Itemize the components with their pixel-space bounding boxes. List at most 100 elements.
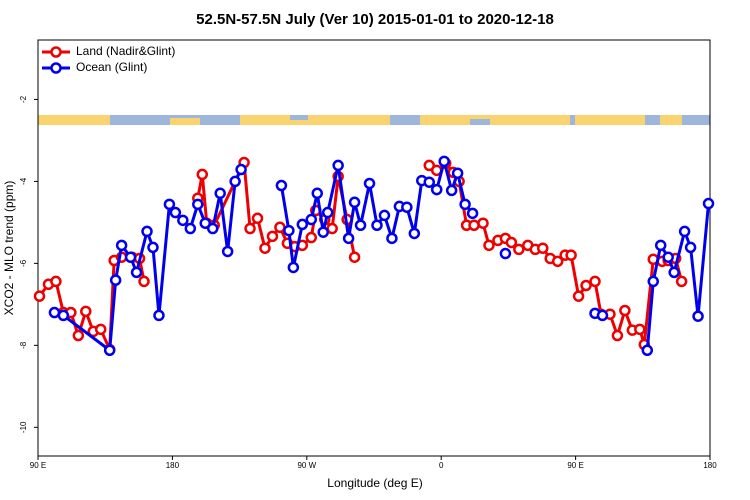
data-point bbox=[196, 168, 209, 181]
data-point bbox=[654, 239, 667, 252]
y-tick-label: -4 bbox=[19, 177, 28, 185]
data-point bbox=[445, 184, 458, 197]
data-point bbox=[94, 323, 107, 336]
data-point bbox=[536, 242, 549, 254]
data-point bbox=[321, 206, 334, 219]
data-point bbox=[596, 309, 609, 322]
data-point bbox=[169, 206, 182, 219]
data-point bbox=[641, 344, 654, 357]
x-axis-label: Longitude (deg E) bbox=[327, 476, 422, 490]
data-point bbox=[675, 275, 688, 288]
data-point bbox=[565, 249, 577, 261]
data-point bbox=[287, 261, 300, 274]
data-point bbox=[80, 305, 92, 318]
plot-frame bbox=[37, 39, 711, 457]
data-point bbox=[311, 187, 324, 200]
data-point bbox=[124, 251, 137, 263]
data-point bbox=[147, 241, 159, 254]
data-point bbox=[332, 159, 344, 172]
data-point bbox=[72, 329, 85, 342]
data-point bbox=[326, 222, 338, 235]
data-point bbox=[451, 167, 464, 179]
land-ocean-strip bbox=[38, 115, 710, 125]
data-point bbox=[378, 209, 391, 222]
data-point bbox=[466, 207, 479, 220]
x-tick-label: 90 E bbox=[567, 461, 583, 470]
data-point bbox=[283, 224, 295, 237]
data-point bbox=[430, 183, 443, 196]
data-point bbox=[611, 329, 624, 342]
data-point bbox=[50, 275, 62, 288]
data-point bbox=[275, 179, 288, 192]
data-point bbox=[619, 304, 631, 317]
data-point bbox=[229, 175, 241, 188]
data-point bbox=[296, 218, 309, 231]
data-point bbox=[401, 201, 413, 213]
data-point bbox=[244, 222, 256, 235]
data-point bbox=[483, 239, 495, 252]
data-point bbox=[423, 176, 436, 188]
data-point bbox=[572, 290, 585, 302]
x-tick-label: 90 E bbox=[30, 461, 46, 470]
data-point bbox=[459, 198, 471, 211]
x-tick-label: 90 W bbox=[297, 461, 316, 470]
y-axis-label: XCO2 - MLO trend (ppm) bbox=[2, 181, 16, 316]
legend-label: Ocean (Glint) bbox=[76, 60, 147, 74]
y-tick-label: -10 bbox=[19, 421, 28, 433]
data-point bbox=[57, 309, 70, 322]
data-point bbox=[468, 219, 480, 232]
data-point bbox=[199, 217, 212, 229]
y-tick-label: -8 bbox=[19, 341, 28, 349]
data-point bbox=[103, 344, 116, 357]
legend-marker bbox=[50, 62, 62, 74]
data-point bbox=[589, 275, 601, 288]
data-point bbox=[177, 214, 189, 227]
data-point bbox=[499, 247, 512, 260]
data-point bbox=[408, 227, 421, 240]
data-point bbox=[214, 187, 226, 200]
data-point bbox=[48, 306, 61, 319]
data-point bbox=[551, 255, 564, 268]
data-point bbox=[477, 217, 489, 229]
y-tick-label: -2 bbox=[19, 95, 28, 103]
data-point bbox=[702, 197, 715, 210]
data-point bbox=[305, 213, 318, 226]
data-point bbox=[138, 275, 150, 288]
data-point bbox=[692, 310, 704, 322]
data-point bbox=[115, 239, 128, 252]
data-point bbox=[505, 236, 518, 249]
data-point bbox=[274, 221, 286, 234]
legend: Land (Nadir&Glint) Ocean (Glint) bbox=[42, 44, 175, 74]
data-point bbox=[251, 212, 264, 225]
data-point bbox=[317, 226, 329, 238]
data-point bbox=[438, 155, 450, 168]
data-point bbox=[647, 275, 660, 288]
data-point bbox=[386, 232, 398, 245]
data-point bbox=[153, 309, 165, 322]
data-point bbox=[221, 245, 234, 258]
data-point bbox=[684, 241, 697, 254]
series-line bbox=[428, 161, 684, 347]
data-point bbox=[668, 266, 680, 279]
data-point bbox=[163, 198, 176, 211]
data-point bbox=[342, 232, 355, 245]
chart-title: 52.5N-57.5N July (Ver 10) 2015-01-01 to … bbox=[196, 11, 554, 28]
legend-label: Land (Nadir&Glint) bbox=[76, 44, 175, 58]
data-point bbox=[363, 177, 376, 190]
data-point bbox=[354, 219, 367, 232]
x-tick-label: 180 bbox=[703, 461, 717, 470]
data-point bbox=[513, 243, 525, 256]
data-point bbox=[141, 225, 153, 238]
data-point bbox=[348, 196, 361, 209]
x-tick-label: 0 bbox=[439, 461, 444, 470]
data-point bbox=[206, 222, 219, 235]
data-point bbox=[235, 163, 247, 176]
data-point bbox=[184, 222, 197, 235]
data-point bbox=[266, 230, 279, 243]
data-point bbox=[109, 274, 122, 286]
y-tick-label: -6 bbox=[19, 259, 28, 267]
data-point bbox=[634, 323, 646, 336]
data-point bbox=[33, 290, 46, 302]
data-point bbox=[192, 198, 204, 211]
